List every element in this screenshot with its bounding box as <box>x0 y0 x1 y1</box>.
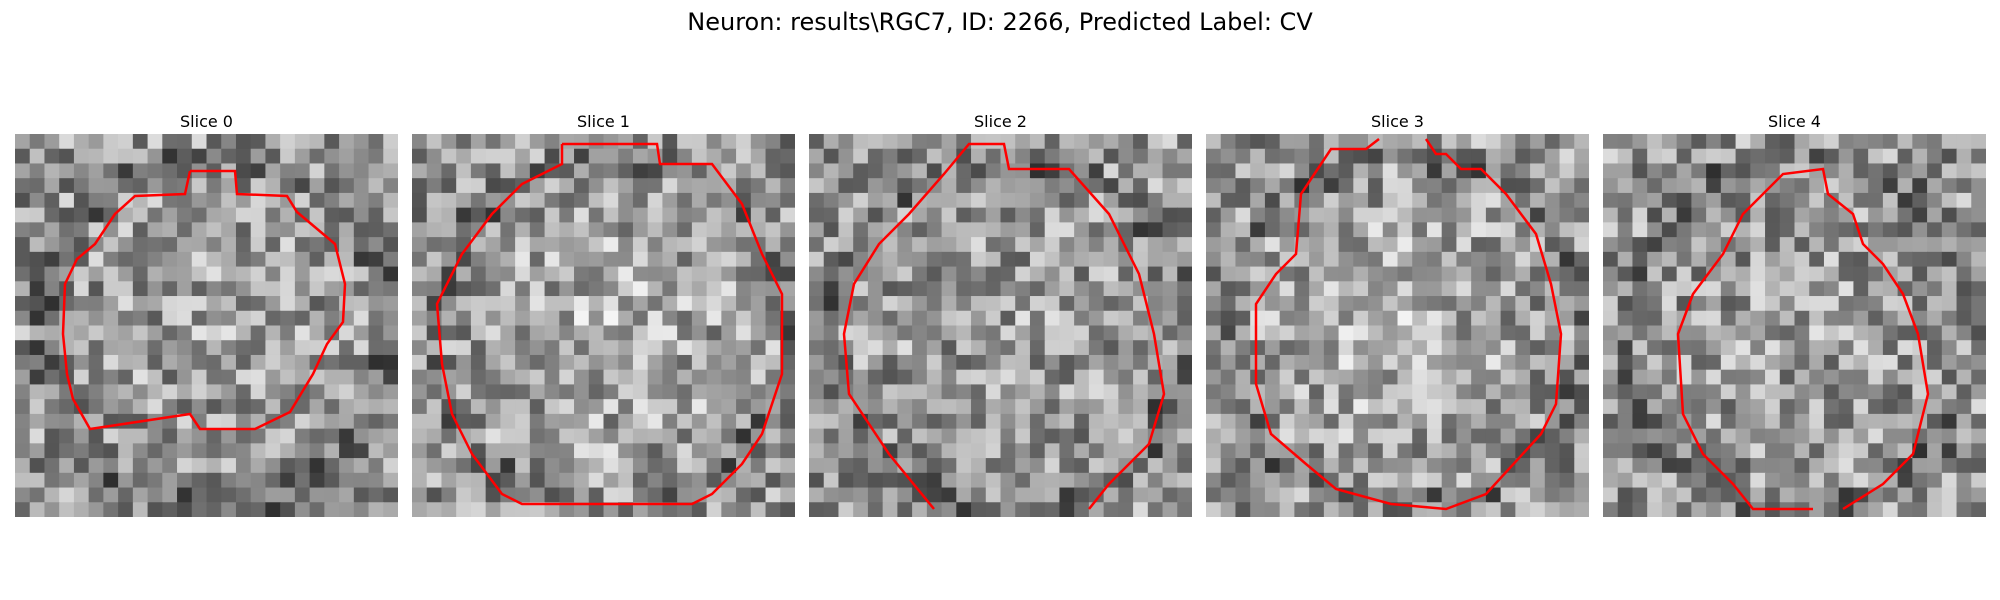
slice-panel-2: Slice 2 <box>809 110 1192 517</box>
slice-panel-0: Slice 0 <box>15 110 398 517</box>
slice-title-1: Slice 1 <box>577 112 630 131</box>
slice-image-0 <box>15 134 398 517</box>
slice-panel-1: Slice 1 <box>412 110 795 517</box>
contour-outline <box>61 169 347 431</box>
contour-outline <box>1254 138 1563 511</box>
figure-title: Neuron: results\RGC7, ID: 2266, Predicte… <box>687 8 1313 36</box>
slice-title-4: Slice 4 <box>1768 112 1821 131</box>
slice-title-2: Slice 2 <box>974 112 1027 131</box>
slice-title-3: Slice 3 <box>1371 112 1424 131</box>
contour-outline <box>435 142 784 506</box>
noise-pixels <box>412 134 795 517</box>
noise-pixels <box>1603 134 1986 517</box>
slice-panel-4: Slice 4 <box>1603 110 1986 517</box>
slice-image-2 <box>809 134 1192 517</box>
slice-panel-3: Slice 3 <box>1206 110 1589 517</box>
noise-pixels <box>15 134 398 517</box>
slice-image-4 <box>1603 134 1986 517</box>
slice-image-3 <box>1206 134 1589 517</box>
contour-outline <box>1676 167 1930 511</box>
noise-pixels <box>1206 134 1589 517</box>
slice-image-1 <box>412 134 795 517</box>
slice-title-0: Slice 0 <box>180 112 233 131</box>
noise-pixels <box>809 134 1192 517</box>
contour-outline <box>842 142 1166 510</box>
